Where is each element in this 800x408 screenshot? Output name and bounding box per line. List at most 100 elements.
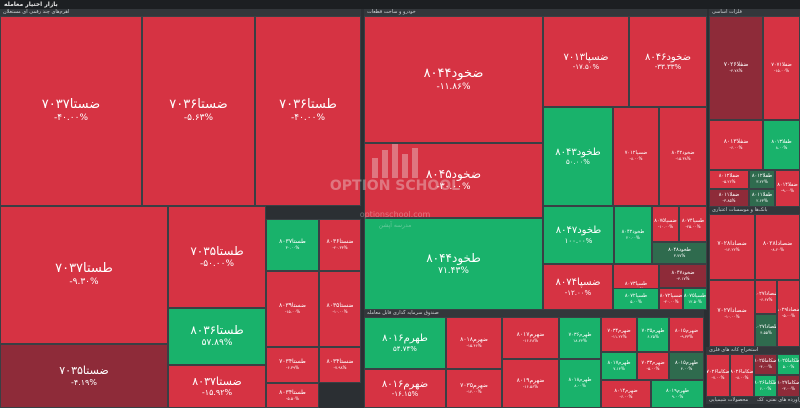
treemap-tile-ضستا۷۰۳۶[interactable]: ضستا۷۰۳۶ -۵.۶۳% [142,16,255,206]
treemap-tile-ضصادا۷۰۲۷[interactable]: ضصادا۷۰۲۷ -۱۰.۰۰% [709,280,755,347]
treemap-tile-ضستا۸۰۳۹[interactable]: ضستا۸۰۳۹ -۱۵.۰۰% [266,271,319,347]
treemap-tile-ضستا۸۰۳۴[interactable]: ضستا۸۰۳۴ -۷.۹۸% [319,347,361,383]
treemap-tile-طخود۸۰۴۷[interactable]: طخود۸۰۴۷ ۱۰۰.۰۰% [543,206,614,264]
treemap-tile-ضهرم۸۰۱۷[interactable]: ضهرم۸۰۱۷ -۱۶.۲۸% [502,317,559,359]
tile-symbol: ضستا۷۰۳۵ [59,364,109,378]
treemap-tile-ضفلا۷۰۷۱[interactable]: ضفلا۷۰۷۱ -۱۵.۰۰% [763,16,800,120]
treemap-tile-ضهرم۷۰۳۵[interactable]: ضهرم۷۰۳۵ -۱۴.۰۰% [446,369,502,408]
treemap-tile-ضصادا۷۰۲۸[interactable]: ضصادا۷۰۲۸ -۱۲.۲۲% [709,214,755,280]
treemap-tile-طهرم۸۰۱۶[interactable]: طهرم۸۰۱۶ ۵۴.۷۴% [364,317,446,369]
tile-symbol: طسپا۸۰۷۲ [624,292,648,299]
tile-change: ۳.۲۲% [756,179,768,185]
treemap-tile-ضکاما۸۰۲۵[interactable]: ضکاما۸۰۲۵ -۴.۰۰% [754,354,777,375]
treemap-tile-ضخود۸۰۴۵[interactable]: ضخود۸۰۴۵ -۳۰.۰۰% [364,143,543,218]
treemap-tile-ضخود۸۰۴۷[interactable]: ضخود۸۰۴۷ -۴.۱۷% [659,264,707,288]
treemap-tile-طستا۷۰۳۶[interactable]: طستا۷۰۳۶ -۴۰.۰۰% [255,16,361,206]
treemap-tile-طهرم۸۰۱۸[interactable]: طهرم۸۰۱۸ ۸.۰۰% [559,359,601,408]
treemap-tile-ضکاما۷۰۲۶[interactable]: ضکاما۷۰۲۶ -۷.۰۰% [706,354,730,397]
treemap-tile-طخود۸۰۴۲[interactable]: طخود۸۰۴۲ ۲۰.۰۰% [614,206,652,264]
treemap-tile-ضفلا۸۰۱۱[interactable]: ضفلا۸۰۱۱ -۳.۸۵% [709,189,749,207]
tile-symbol: ضهرم۸۰۱۴ [614,387,638,394]
treemap-tile-طستا۸۰۳۴[interactable]: طستا۸۰۳۴ -۵.۵۰% [266,383,319,408]
treemap-tile-ضصادا۸۰۲۹[interactable]: ضصادا۸۰۲۹ -۵.۰۰% [777,280,800,347]
tile-symbol: ضخود۸۰۴۴ [423,65,484,81]
treemap-tile-ضستا۷۰۳۵[interactable]: ضستا۷۰۳۵ -۴.۱۹% [0,344,168,408]
treemap-tile-ضصادا۸۰۲۷[interactable]: ضصادا۸۰۲۷-۶.۶۷% [755,280,777,314]
tile-symbol: ضخود۸۰۴۶ [644,51,692,63]
treemap-tile-طکاما۸۰۲۵[interactable]: طکاما۸۰۲۵ ۵.۰۰% [777,354,800,375]
treemap-tile-طخود۸۰۴۴[interactable]: طخود۸۰۴۴ ۷۱.۴۳% [364,218,543,310]
treemap-tile-طهرم۷۰۳۶[interactable]: طهرم۷۰۳۶ ۱۸.۲۴% [559,317,601,359]
treemap-tile-ضسپا۷۰۱۳[interactable]: ضسپا۷۰۱۳ -۱۷.۵۰% [543,16,629,107]
tile-symbol: ضستا۷۰۳۶ [169,97,228,113]
tile-change: -۸.۰۰% [735,375,749,381]
treemap-tile-طفلا۸۰۱۱[interactable]: طفلا۸۰۱۱ ۲.۶۳% [749,189,775,207]
tile-change: ۵۰.۰۰% [566,158,590,167]
treemap-tile-طهرم۷۰۳۵[interactable]: طهرم۷۰۳۵ ۶.۲۵% [637,317,669,352]
treemap-tile-ضفلا۷۰۲۶[interactable]: ضفلا۷۰۲۶ -۴.۷۸% [709,16,763,120]
treemap-tile-ضسپا۷۰۱۲[interactable]: ضسپا۷۰۱۲ -۸.۰۰% [613,107,659,206]
tile-change: -۶.۶۷% [759,296,773,302]
treemap-tile-طستا۷۰۳۴[interactable]: طستا۷۰۳۴ -۶.۳۹% [266,347,319,383]
treemap-tile-ضهرم۸۰۱۸[interactable]: ضهرم۸۰۱۸ -۱۵.۴۶% [446,317,502,369]
tile-symbol: ضهرم۷۰۳۵ [460,381,488,389]
tile-symbol: طستا۸۰۳۶ [190,323,244,338]
tile-symbol: طفلا۸۰۱۳ [771,138,792,145]
treemap-tile-طصادا۸۰۲۷[interactable]: طصادا۸۰۲۷۴.۵۵% [755,314,777,347]
tile-symbol: طستا۷۰۳۷ [55,261,113,277]
treemap-tile-طفلا۸۰۱۲[interactable]: طفلا۸۰۱۲ ۳.۲۲% [749,170,775,189]
tile-symbol: ضصادا۷۰۲۷ [717,306,747,314]
treemap-tile-طستا۸۰۳۶[interactable]: طستا۸۰۳۶ ۵۷.۸۹% [168,308,266,365]
treemap-tile-ضصادا۸۰۲۸[interactable]: ضصادا۸۰۲۸ -۸.۲۰% [755,214,800,280]
treemap-tile-طسپا۸۰۷۴[interactable]: طسپا۸۰۷۴ -۲۵.۰۰% [679,206,707,242]
treemap-tile-ضهرم۷۰۳۳[interactable]: ضهرم۷۰۳۳ -۵.۰۰% [637,352,669,380]
tile-change: -۱۰.۰۰% [724,313,740,319]
group-header-4: صندوق سرمایه گذاری قابل معامله [364,310,704,317]
tile-change: -۱۱.۸۶% [436,81,471,92]
treemap-tile-ضسپا۸۰۷۲[interactable]: ضسپا۸۰۷۲ -۲۰.۰۰% [659,288,683,310]
tile-symbol: طستا۸۰۳۴ [279,388,306,396]
treemap-tile-طخود۸۰۴۳[interactable]: طخود۸۰۴۳ ۵۰.۰۰% [543,107,613,206]
tile-change: ۹.۰۰% [671,393,684,399]
treemap-tile-طهرم۸۰۱۵[interactable]: طهرم۸۰۱۵ ۴.۰۰% [669,352,704,380]
treemap-tile-ضکاما۸۰۲۷[interactable]: ضکاما۸۰۲۷ -۳.۰۰% [777,375,800,397]
treemap-tile-ضستا۸۰۳۵[interactable]: ضستا۸۰۳۵ -۱۰.۰۰% [319,271,361,347]
treemap-tile-ضسپا۸۰۷۴[interactable]: ضسپا۸۰۷۴ -۱۲.۰۰% [543,264,613,310]
treemap-tile-طکاما۸۰۲۶[interactable]: طکاما۸۰۲۶ ۶.۰۰% [754,375,777,397]
treemap-tile-طفلا۸۰۱۳[interactable]: طفلا۸۰۱۳ ۸.۰۰% [763,120,800,170]
treemap-tile-ضخود۸۰۴۶[interactable]: ضخود۸۰۴۶ -۳۳.۳۳% [629,16,707,107]
treemap-tile-ضستا۸۰۳۶[interactable]: ضستا۸۰۳۶ -۲۰.۳۳% [319,219,361,271]
treemap-tile-ضهرم۸۰۱۶[interactable]: ضهرم۸۰۱۶ -۱۶.۱۵% [364,369,446,408]
treemap-tile-ضهرم۸۰۱۹[interactable]: ضهرم۸۰۱۹ -۱۶.۵۶% [502,359,559,408]
treemap-tile-طخود۸۰۴۸[interactable]: طخود۸۰۴۸ ۳.۷۷% [652,242,707,264]
treemap-tile-ضستا۷۰۳۷[interactable]: ضستا۷۰۳۷ -۴۰.۰۰% [0,16,142,206]
treemap-tile-طسپا۸۰۷۲[interactable]: طسپا۸۰۷۲ ۵.۰۰% [613,288,659,310]
tile-change: ۷۱.۴۳% [438,265,469,276]
treemap-tile-ضکاما۸۰۲۶[interactable]: ضکاما۸۰۲۶ -۸.۰۰% [730,354,754,397]
treemap-tile-ضفلا۸۰۱۲[interactable]: ضفلا۸۰۱۲ -۵.۲۶% [709,170,749,189]
treemap-tile-ضستا۸۰۳۷[interactable]: ضستا۸۰۳۷ -۱۵.۹۲% [168,365,266,408]
tile-symbol: طخود۸۰۴۴ [426,250,481,265]
treemap-tile-طهرم۸۰۱۷[interactable]: طهرم۸۰۱۷ ۷.۱۴% [601,352,637,380]
treemap-tile-طهرم۸۰۱۹[interactable]: طهرم۸۰۱۹ ۹.۰۰% [651,380,704,408]
treemap-tile-ضهرم۷۰۳۴[interactable]: ضهرم۷۰۳۴ -۱۱.۲۲% [601,317,637,352]
market-header: بازار اختیار معامله [0,0,800,9]
treemap-tile-طسپا۸۰۷۵[interactable]: طسپا۸۰۷۵ ۱۲.۵۰% [683,288,707,310]
treemap-tile-طستا۸۰۳۷[interactable]: طستا۸۰۳۷ ۳۰.۰۰% [266,219,319,271]
tile-change: -۶.۳۹% [286,365,299,371]
treemap-tile-طستا۷۰۳۵[interactable]: طستا۷۰۳۵ -۵۰.۰۰% [168,206,266,308]
tile-change: ۶.۲۵% [647,334,659,340]
treemap-tile-ضفلا۸۰۱۳[interactable]: ضفلا۸۰۱۳ -۶.۰۰% [709,120,763,170]
tile-change: -۳.۰۰% [782,385,795,391]
treemap-tile-ضخود۸۰۴۲[interactable]: ضخود۸۰۴۲ -۱۵.۳۸% [659,107,707,206]
treemap-tile-ضخود۸۰۴۴[interactable]: ضخود۸۰۴۴ -۱۱.۸۶% [364,16,543,143]
treemap-tile-ضفلا۸۰۱۴[interactable]: ضفلا۸۰۱۴ -۹.۰۰% [775,170,800,207]
treemap-tile-ضهرم۸۰۱۵[interactable]: ضهرم۸۰۱۵ -۹.۳۳% [669,317,704,352]
tile-change: -۷.۹۸% [333,365,347,371]
treemap-tile-طستا۷۰۳۷[interactable]: طستا۷۰۳۷ -۹.۳۰% [0,206,168,344]
group-name: بانک‌ها و موسسات اعتباری [712,207,768,213]
treemap-tile-ضسپا۸۰۷۵[interactable]: ضسپا۸۰۷۵ -۱۰.۰۰% [652,206,679,242]
tile-change: -۱۵.۰۰% [284,309,301,315]
tile-change: -۱۶.۲۸% [522,338,539,344]
treemap-tile-ضهرم۸۰۱۴[interactable]: ضهرم۸۰۱۴ -۶.۰۰% [601,380,651,408]
